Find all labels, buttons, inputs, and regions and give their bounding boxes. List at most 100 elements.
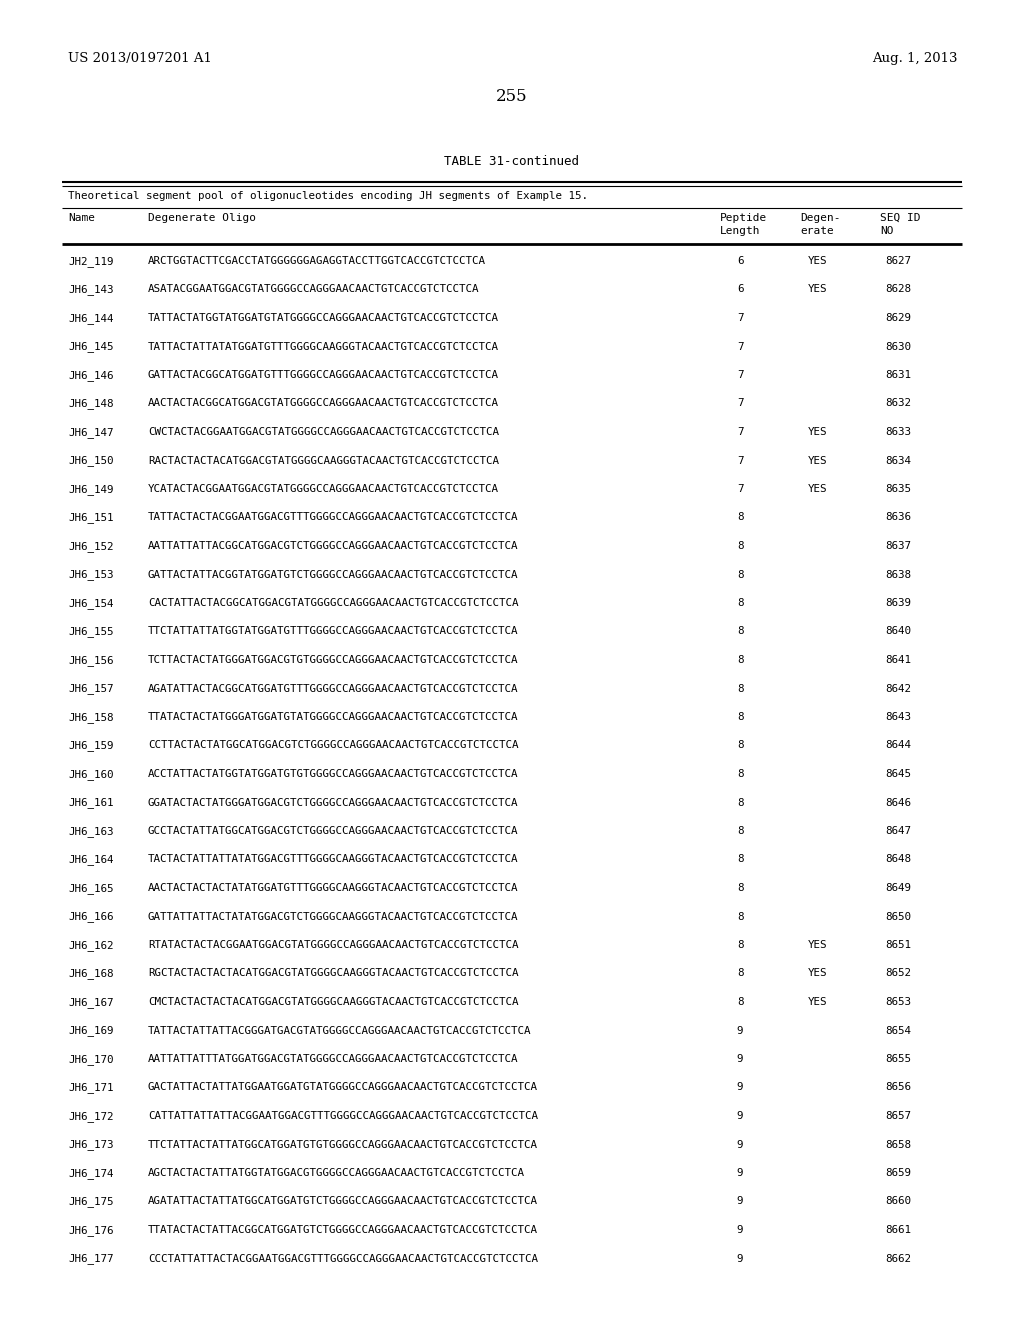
Text: 8: 8 — [736, 569, 743, 579]
Text: 7: 7 — [736, 484, 743, 494]
Text: JH6_160: JH6_160 — [68, 770, 114, 780]
Text: erate: erate — [800, 226, 834, 236]
Text: JH6_149: JH6_149 — [68, 484, 114, 495]
Text: 8662: 8662 — [885, 1254, 911, 1263]
Text: YCATACTACGGAATGGACGTATGGGGCCAGGGAACAACTGTCACCGTCTCCTCA: YCATACTACGGAATGGACGTATGGGGCCAGGGAACAACTG… — [148, 484, 499, 494]
Text: TACTACTATTATTATATGGACGTTTGGGGCAAGGGTACAACTGTCACCGTCTCCTCA: TACTACTATTATTATATGGACGTTTGGGGCAAGGGTACAA… — [148, 854, 518, 865]
Text: 8647: 8647 — [885, 826, 911, 836]
Text: JH6_147: JH6_147 — [68, 426, 114, 438]
Text: 9: 9 — [736, 1139, 743, 1150]
Text: 8: 8 — [736, 912, 743, 921]
Text: RGCTACTACTACTACATGGACGTATGGGGCAAGGGTACAACTGTCACCGTCTCCTCA: RGCTACTACTACTACATGGACGTATGGGGCAAGGGTACAA… — [148, 969, 518, 978]
Text: TABLE 31-continued: TABLE 31-continued — [444, 154, 580, 168]
Text: JH6_148: JH6_148 — [68, 399, 114, 409]
Text: JH6_174: JH6_174 — [68, 1168, 114, 1179]
Text: JH6_158: JH6_158 — [68, 711, 114, 723]
Text: AACTACTACGGCATGGACGTATGGGGCCAGGGAACAACTGTCACCGTCTCCTCA: AACTACTACGGCATGGACGTATGGGGCCAGGGAACAACTG… — [148, 399, 499, 408]
Text: 8640: 8640 — [885, 627, 911, 636]
Text: JH6_170: JH6_170 — [68, 1053, 114, 1065]
Text: YES: YES — [808, 256, 827, 267]
Text: US 2013/0197201 A1: US 2013/0197201 A1 — [68, 51, 212, 65]
Text: 8644: 8644 — [885, 741, 911, 751]
Text: JH6_169: JH6_169 — [68, 1026, 114, 1036]
Text: JH6_161: JH6_161 — [68, 797, 114, 808]
Text: JH6_171: JH6_171 — [68, 1082, 114, 1093]
Text: JH6_177: JH6_177 — [68, 1254, 114, 1265]
Text: 8638: 8638 — [885, 569, 911, 579]
Text: 8629: 8629 — [885, 313, 911, 323]
Text: 7: 7 — [736, 370, 743, 380]
Text: 8: 8 — [736, 741, 743, 751]
Text: 8660: 8660 — [885, 1196, 911, 1206]
Text: GATTATTATTACTATATGGACGTCTGGGGCAAGGGTACAACTGTCACCGTCTCCTCA: GATTATTATTACTATATGGACGTCTGGGGCAAGGGTACAA… — [148, 912, 518, 921]
Text: CATTATTATTATTACGGAATGGACGTTTGGGGCCAGGGAACAACTGTCACCGTCTCCTCA: CATTATTATTATTACGGAATGGACGTTTGGGGCCAGGGAA… — [148, 1111, 538, 1121]
Text: TCTTACTACTATGGGATGGACGTGTGGGGCCAGGGAACAACTGTCACCGTCTCCTCA: TCTTACTACTATGGGATGGACGTGTGGGGCCAGGGAACAA… — [148, 655, 518, 665]
Text: JH6_156: JH6_156 — [68, 655, 114, 665]
Text: JH6_146: JH6_146 — [68, 370, 114, 381]
Text: JH6_151: JH6_151 — [68, 512, 114, 524]
Text: 8639: 8639 — [885, 598, 911, 609]
Text: YES: YES — [808, 969, 827, 978]
Text: 8628: 8628 — [885, 285, 911, 294]
Text: JH6_150: JH6_150 — [68, 455, 114, 466]
Text: JH6_162: JH6_162 — [68, 940, 114, 950]
Text: 8636: 8636 — [885, 512, 911, 523]
Text: 8: 8 — [736, 997, 743, 1007]
Text: YES: YES — [808, 285, 827, 294]
Text: AGATATTACTATTATGGCATGGATGTCTGGGGCCAGGGAACAACTGTCACCGTCTCCTCA: AGATATTACTATTATGGCATGGATGTCTGGGGCCAGGGAA… — [148, 1196, 538, 1206]
Text: GATTACTATTACGGTATGGATGTCTGGGGCCAGGGAACAACTGTCACCGTCTCCTCA: GATTACTATTACGGTATGGATGTCTGGGGCCAGGGAACAA… — [148, 569, 518, 579]
Text: 8653: 8653 — [885, 997, 911, 1007]
Text: 8: 8 — [736, 940, 743, 950]
Text: RACTACTACTACATGGACGTATGGGGCAAGGGTACAACTGTCACCGTCTCCTCA: RACTACTACTACATGGACGTATGGGGCAAGGGTACAACTG… — [148, 455, 499, 466]
Text: JH6_154: JH6_154 — [68, 598, 114, 609]
Text: YES: YES — [808, 426, 827, 437]
Text: ARCTGGTACTTCGACCTATGGGGGGAGAGGTACCTTGGTCACCGTCTCCTCA: ARCTGGTACTTCGACCTATGGGGGGAGAGGTACCTTGGTC… — [148, 256, 486, 267]
Text: 8661: 8661 — [885, 1225, 911, 1236]
Text: GACTATTACTATTATGGAATGGATGTATGGGGCCAGGGAACAACTGTCACCGTCTCCTCA: GACTATTACTATTATGGAATGGATGTATGGGGCCAGGGAA… — [148, 1082, 538, 1093]
Text: GGATACTACTATGGGATGGACGTCTGGGGCCAGGGAACAACTGTCACCGTCTCCTCA: GGATACTACTATGGGATGGACGTCTGGGGCCAGGGAACAA… — [148, 797, 518, 808]
Text: JH6_175: JH6_175 — [68, 1196, 114, 1208]
Text: ACCTATTACTATGGTATGGATGTGTGGGGCCAGGGAACAACTGTCACCGTCTCCTCA: ACCTATTACTATGGTATGGATGTGTGGGGCCAGGGAACAA… — [148, 770, 518, 779]
Text: JH6_164: JH6_164 — [68, 854, 114, 866]
Text: Degen-: Degen- — [800, 213, 841, 223]
Text: YES: YES — [808, 940, 827, 950]
Text: 8: 8 — [736, 883, 743, 894]
Text: YES: YES — [808, 997, 827, 1007]
Text: GATTACTACGGCATGGATGTTTGGGGCCAGGGAACAACTGTCACCGTCTCCTCA: GATTACTACGGCATGGATGTTTGGGGCCAGGGAACAACTG… — [148, 370, 499, 380]
Text: 8627: 8627 — [885, 256, 911, 267]
Text: 8631: 8631 — [885, 370, 911, 380]
Text: 8652: 8652 — [885, 969, 911, 978]
Text: GCCTACTATTATGGCATGGACGTCTGGGGCCAGGGAACAACTGTCACCGTCTCCTCA: GCCTACTATTATGGCATGGACGTCTGGGGCCAGGGAACAA… — [148, 826, 518, 836]
Text: TATTACTATGGTATGGATGTATGGGGCCAGGGAACAACTGTCACCGTCTCCTCA: TATTACTATGGTATGGATGTATGGGGCCAGGGAACAACTG… — [148, 313, 499, 323]
Text: JH6_176: JH6_176 — [68, 1225, 114, 1236]
Text: JH6_157: JH6_157 — [68, 684, 114, 694]
Text: Peptide: Peptide — [720, 213, 767, 223]
Text: TTCTATTATTATGGTATGGATGTTTGGGGCCAGGGAACAACTGTCACCGTCTCCTCA: TTCTATTATTATGGTATGGATGTTTGGGGCCAGGGAACAA… — [148, 627, 518, 636]
Text: 8632: 8632 — [885, 399, 911, 408]
Text: Theoretical segment pool of oligonucleotides encoding JH segments of Example 15.: Theoretical segment pool of oligonucleot… — [68, 191, 588, 201]
Text: 8635: 8635 — [885, 484, 911, 494]
Text: JH6_165: JH6_165 — [68, 883, 114, 894]
Text: 6: 6 — [736, 256, 743, 267]
Text: CWCTACTACGGAATGGACGTATGGGGCCAGGGAACAACTGTCACCGTCTCCTCA: CWCTACTACGGAATGGACGTATGGGGCCAGGGAACAACTG… — [148, 426, 499, 437]
Text: JH6_145: JH6_145 — [68, 342, 114, 352]
Text: 8659: 8659 — [885, 1168, 911, 1177]
Text: TTCTATTACTATTАТGGCATGGATGTGTGGGGCCAGGGAACAACTGTCACCGTCTCCTCA: TTCTATTACTATTАТGGCATGGATGTGTGGGGCCAGGGAA… — [148, 1139, 538, 1150]
Text: 8645: 8645 — [885, 770, 911, 779]
Text: 9: 9 — [736, 1168, 743, 1177]
Text: AGCTACTACTATTATGGTATGGACGTGGGGCCAGGGAACAACTGTCACCGTCTCCTCA: AGCTACTACTATTATGGTATGGACGTGGGGCCAGGGAACA… — [148, 1168, 525, 1177]
Text: AATTATTATTTATGGATGGACGTATGGGGCCAGGGAACAACTGTCACCGTCTCCTCA: AATTATTATTTATGGATGGACGTATGGGGCCAGGGAACAA… — [148, 1053, 518, 1064]
Text: 8633: 8633 — [885, 426, 911, 437]
Text: JH6_144: JH6_144 — [68, 313, 114, 323]
Text: 8: 8 — [736, 770, 743, 779]
Text: CCCTATTATTACTACGGAATGGACGTTTGGGGCCAGGGAACAACTGTCACCGTCTCCTCA: CCCTATTATTACTACGGAATGGACGTTTGGGGCCAGGGAA… — [148, 1254, 538, 1263]
Text: 8: 8 — [736, 627, 743, 636]
Text: 8646: 8646 — [885, 797, 911, 808]
Text: JH2_119: JH2_119 — [68, 256, 114, 267]
Text: TTATACTACTATTACGGCATGGATGTCTGGGGCCAGGGAACAACTGTCACCGTCTCCTCA: TTATACTACTATTACGGCATGGATGTCTGGGGCCAGGGAA… — [148, 1225, 538, 1236]
Text: 8637: 8637 — [885, 541, 911, 550]
Text: JH6_168: JH6_168 — [68, 969, 114, 979]
Text: Name: Name — [68, 213, 95, 223]
Text: 7: 7 — [736, 426, 743, 437]
Text: 9: 9 — [736, 1196, 743, 1206]
